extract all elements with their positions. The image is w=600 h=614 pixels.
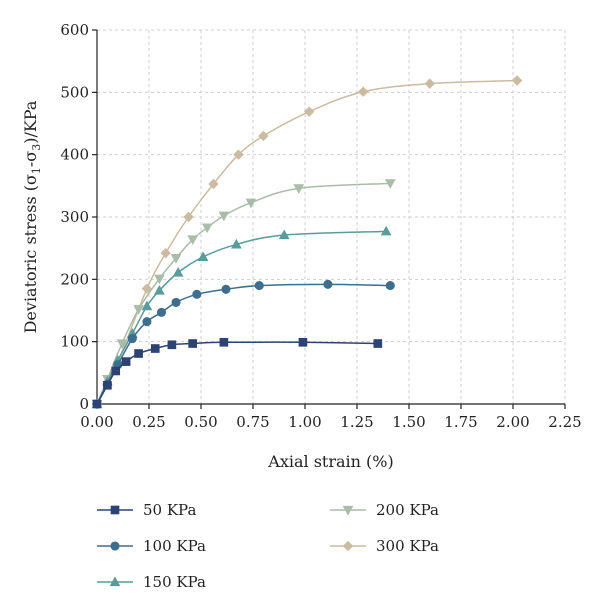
legend-item-100-kpa: 100 KPa: [97, 537, 206, 555]
legend-item-50-kpa: 50 KPa: [97, 501, 196, 519]
data-point-100-kpa: [192, 289, 202, 299]
data-point-200-kpa: [133, 305, 144, 315]
data-point-100-kpa: [127, 334, 137, 344]
y-tick-label: 400: [60, 146, 89, 164]
data-point-50-kpa: [121, 357, 131, 366]
legend-item-200-kpa: 200 KPa: [330, 501, 439, 519]
data-point-50-kpa: [373, 339, 383, 348]
legend-label: 300 KPa: [376, 537, 439, 555]
data-point-50-kpa: [134, 349, 143, 358]
legend-marker: [342, 540, 354, 552]
x-tick-label: 0.75: [236, 413, 269, 431]
data-point-300-kpa: [511, 75, 523, 86]
data-point-150-kpa: [154, 285, 165, 295]
data-point-150-kpa: [231, 238, 242, 249]
data-point-50-kpa: [150, 344, 160, 353]
grid: [97, 29, 566, 404]
data-point-50-kpa: [167, 340, 177, 350]
data-point-150-kpa: [380, 225, 392, 236]
data-point-50-kpa: [219, 337, 229, 347]
x-tick-label: 0.00: [80, 413, 113, 431]
data-point-200-kpa: [293, 184, 305, 194]
x-axis-title: Axial strain (%): [267, 452, 393, 471]
data-point-150-kpa: [278, 229, 290, 240]
y-tick-label: 300: [60, 208, 89, 226]
legend-label: 150 KPa: [143, 573, 206, 591]
data-point-100-kpa: [171, 297, 181, 307]
series-300-kpa: [91, 75, 523, 410]
data-point-200-kpa: [218, 211, 230, 222]
data-point-300-kpa: [141, 283, 153, 294]
legend-marker: [342, 505, 354, 516]
data-point-100-kpa: [156, 307, 167, 317]
data-point-300-kpa: [183, 211, 194, 223]
legend-item-150-kpa: 150 KPa: [97, 573, 206, 591]
legend-marker: [110, 505, 120, 515]
y-axis-title: Deviatoric stress (σ1-σ3)/KPa: [21, 100, 43, 333]
data-point-300-kpa: [358, 86, 369, 97]
data-point-100-kpa: [254, 281, 264, 291]
data-point-200-kpa: [201, 223, 213, 234]
data-point-100-kpa: [142, 317, 152, 327]
data-point-200-kpa: [116, 339, 128, 350]
x-tick-label: 1.25: [340, 413, 373, 431]
legend-label: 200 KPa: [376, 501, 439, 519]
data-point-50-kpa: [92, 399, 102, 409]
legend-label: 50 KPa: [143, 501, 196, 519]
x-tick-label: 2.25: [548, 413, 581, 431]
data-point-300-kpa: [303, 106, 315, 117]
data-point-200-kpa: [170, 254, 182, 264]
data-point-100-kpa: [221, 284, 231, 294]
legend-marker: [110, 541, 120, 551]
data-point-300-kpa: [208, 178, 219, 190]
series-line-200-kpa: [96, 182, 391, 405]
data-point-300-kpa: [258, 130, 269, 142]
legend: 50 KPa 100 KPa 150 KPa 200 KPa 300 KPa: [97, 501, 439, 591]
data-point-200-kpa: [245, 198, 257, 209]
series-100-kpa: [92, 279, 395, 409]
legend-label: 100 KPa: [143, 537, 206, 555]
data-point-300-kpa: [424, 78, 436, 89]
legend-marker: [109, 576, 121, 587]
data-point-100-kpa: [385, 281, 395, 291]
data-point-50-kpa: [103, 380, 112, 390]
tick-labels: 0.00 0.25 0.50 0.75 1.00 1.25 1.50 1.75 2.00 2.25…: [60, 21, 581, 431]
data-point-100-kpa: [323, 279, 333, 289]
data-point-200-kpa: [384, 179, 396, 189]
y-tick-label: 0: [79, 395, 89, 413]
series-200-kpa: [91, 179, 396, 410]
x-tick-label: 1.00: [288, 413, 321, 431]
y-tick-label: 600: [60, 21, 89, 39]
x-tick-label: 0.25: [132, 413, 165, 431]
y-tick-label: 200: [60, 270, 89, 288]
data-point-50-kpa: [298, 337, 308, 347]
data-point-200-kpa: [154, 274, 165, 285]
data-point-200-kpa: [187, 235, 199, 245]
data-point-50-kpa: [188, 339, 198, 348]
data-series: [91, 75, 523, 410]
data-point-150-kpa: [197, 251, 209, 261]
x-tick-label: 0.50: [184, 413, 217, 431]
x-tick-label: 1.50: [392, 413, 425, 431]
data-point-300-kpa: [160, 247, 171, 259]
series-line-150-kpa: [96, 230, 387, 405]
data-point-300-kpa: [233, 149, 244, 160]
data-point-150-kpa: [172, 266, 184, 277]
legend-item-300-kpa: 300 KPa: [330, 537, 439, 555]
x-tick-label: 2.00: [496, 413, 529, 431]
y-tick-label: 100: [60, 333, 89, 351]
series-line-300-kpa: [96, 79, 518, 405]
series-150-kpa: [91, 225, 392, 409]
series-50-kpa: [92, 337, 383, 409]
data-point-50-kpa: [111, 366, 121, 376]
data-point-150-kpa: [141, 300, 153, 311]
x-tick-label: 1.75: [444, 413, 477, 431]
y-tick-label: 500: [60, 83, 89, 101]
